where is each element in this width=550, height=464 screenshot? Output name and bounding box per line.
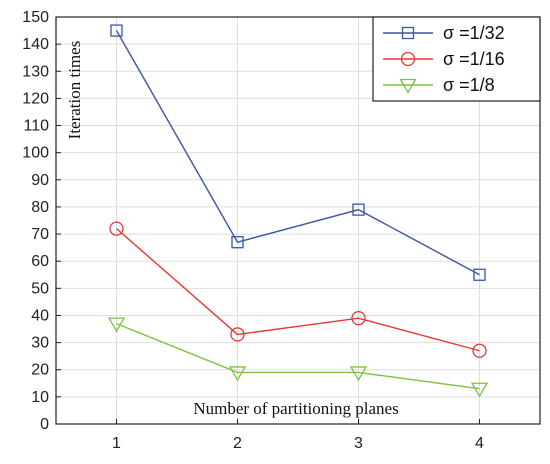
square-marker [473, 268, 486, 281]
triangle-marker [228, 366, 247, 382]
legend-label: σ =1/8 [443, 75, 495, 95]
y-tick-label: 140 [22, 36, 49, 53]
square-marker [110, 24, 123, 37]
y-tick-label: 110 [23, 118, 49, 135]
square-marker [401, 26, 415, 40]
triangle-marker [107, 317, 126, 333]
legend-label: σ =1/16 [443, 49, 505, 69]
y-tick-label: 80 [31, 199, 49, 216]
y-tick-label: 150 [22, 9, 49, 26]
series-group [109, 221, 487, 358]
y-tick-label: 70 [31, 226, 49, 243]
y-tick-label: 130 [22, 63, 49, 80]
x-axis-label: Number of partitioning planes [193, 399, 398, 418]
y-tick-label: 10 [31, 389, 49, 406]
x-tick-label: 1 [112, 435, 121, 452]
series-line [116, 322, 480, 390]
legend: σ =1/32 σ =1/16 σ =1/8 [372, 16, 541, 102]
triangle-marker [399, 78, 417, 94]
x-tick-label: 4 [475, 435, 484, 452]
circle-marker [400, 51, 416, 67]
y-tick-label: 120 [22, 90, 49, 107]
circle-marker [109, 221, 124, 236]
series-line [115, 30, 480, 276]
legend-label: σ =1/32 [443, 23, 505, 43]
plot-frame [55, 16, 541, 425]
y-tick-label: 30 [31, 335, 49, 352]
axis-ticks: 0 10 20 30 40 50 60 70 80 90 100 110 120 130 140 150 1 2 3… [22, 9, 484, 452]
y-tick-label: 50 [31, 280, 49, 297]
series-line [116, 228, 480, 352]
triangle-marker [349, 366, 368, 382]
y-tick-label: 60 [31, 253, 49, 270]
square-marker [231, 236, 244, 249]
y-tick-label: 100 [22, 145, 49, 162]
triangle-marker [470, 382, 489, 398]
y-tick-label: 0 [40, 416, 49, 433]
circle-marker [351, 311, 366, 326]
y-axis-label: Iteration times [65, 41, 84, 140]
y-tick-label: 90 [31, 172, 49, 189]
x-tick-label: 3 [354, 435, 363, 452]
square-marker [352, 203, 365, 216]
y-tick-label: 20 [31, 362, 49, 379]
circle-marker [472, 343, 487, 358]
series-group [107, 317, 489, 398]
x-tick-label: 2 [233, 435, 242, 452]
y-tick-label: 40 [31, 307, 49, 324]
circle-marker [230, 327, 245, 342]
series-group [110, 24, 486, 281]
series [107, 24, 489, 398]
